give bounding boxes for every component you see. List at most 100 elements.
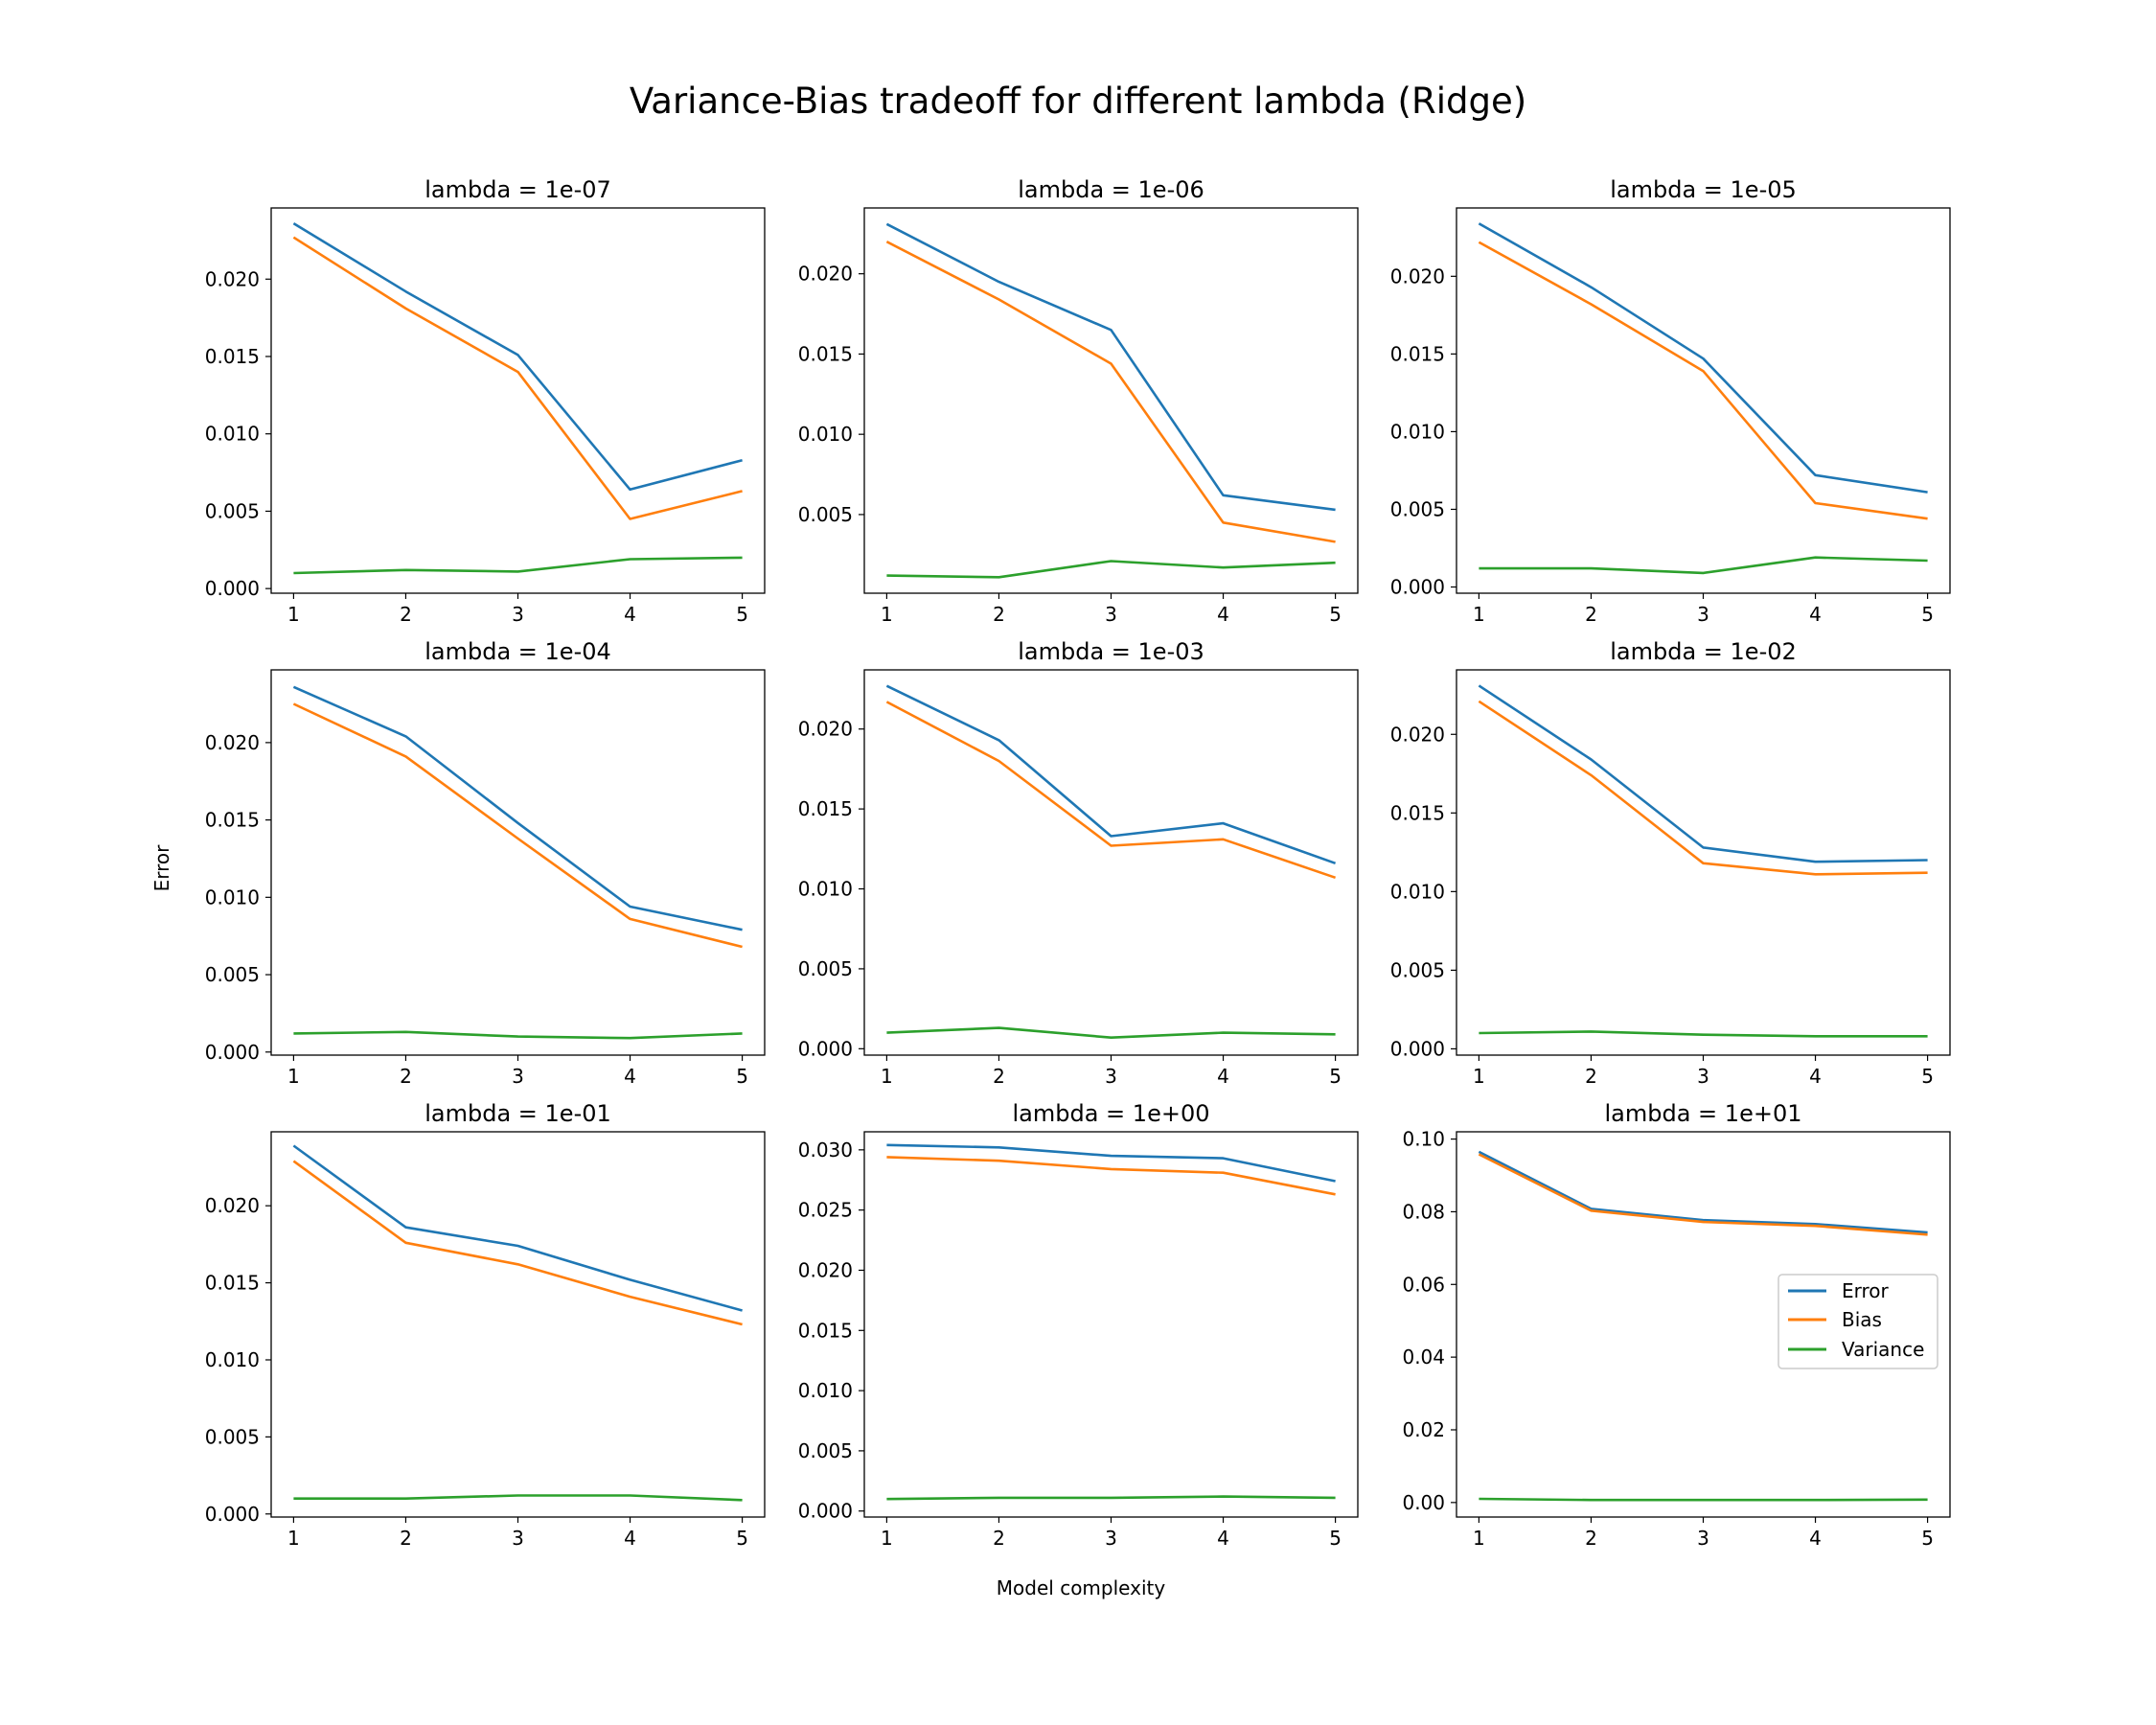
x-tick-label: 4 (1809, 603, 1822, 626)
x-tick-label: 1 (287, 1065, 300, 1088)
y-tick-label: 0.015 (205, 345, 260, 368)
plot-frame (863, 207, 1359, 594)
plot-frame (1456, 207, 1951, 594)
y-tick-label: 0.10 (1402, 1128, 1445, 1151)
x-tick-label: 4 (624, 1065, 636, 1088)
y-tick-label: 0.000 (1390, 1037, 1445, 1060)
x-tick-label: 4 (624, 1527, 636, 1550)
series-line-variance (1479, 1030, 1928, 1038)
y-tick-label: 0.020 (1390, 723, 1445, 746)
x-tick-label: 3 (1697, 1065, 1709, 1088)
y-tick-label: 0.06 (1402, 1273, 1445, 1296)
series-line-bias (292, 702, 743, 949)
y-tick-label: 0.010 (205, 886, 260, 908)
x-tick-label: 3 (1105, 603, 1117, 626)
x-tick-label: 1 (287, 603, 300, 626)
y-tick-label: 0.015 (798, 797, 853, 820)
y-tick-label: 0.000 (205, 1503, 260, 1526)
subplot: lambda = 1e-02 1 2 3 4 5 0.000 0.005 0.010 0.015 0… (1390, 638, 1951, 1088)
x-tick-label: 1 (287, 1527, 300, 1550)
y-tick-label: 0.000 (798, 1037, 853, 1060)
y-tick-label: 0.015 (798, 342, 853, 365)
x-tick-label: 4 (1217, 603, 1229, 626)
x-tick-label: 4 (1217, 1527, 1229, 1550)
x-tick-label: 1 (1473, 603, 1485, 626)
plot-frame (863, 1131, 1359, 1518)
legend: Error Bias Variance (1778, 1274, 1938, 1369)
subplot-title: lambda = 1e-03 (1018, 638, 1204, 665)
series-line-bias (1478, 241, 1928, 520)
y-tick-label: 0.04 (1402, 1346, 1445, 1368)
series-line-variance (886, 560, 1336, 579)
series-line-variance (886, 1026, 1336, 1039)
y-tick-label: 0.010 (798, 1379, 853, 1402)
series-line-variance (1479, 556, 1928, 575)
series-line-bias (885, 701, 1337, 880)
x-tick-label: 5 (1921, 1527, 1934, 1550)
subplot-title: lambda = 1e+01 (1605, 1100, 1802, 1127)
y-tick-label: 0.005 (205, 499, 260, 522)
y-tick-label: 0.030 (798, 1138, 853, 1162)
x-tick-label: 1 (881, 1065, 893, 1088)
x-tick-label: 4 (1809, 1065, 1822, 1088)
series-line-error (885, 222, 1336, 512)
series-line-error (292, 685, 743, 932)
x-tick-label: 5 (1329, 1527, 1342, 1550)
subplot-title: lambda = 1e-06 (1018, 176, 1204, 203)
x-tick-label: 5 (736, 1527, 748, 1550)
x-tick-label: 4 (624, 603, 636, 626)
x-tick-label: 3 (512, 1065, 524, 1088)
subplot-title: lambda = 1e-04 (424, 638, 611, 665)
x-tick-label: 2 (1585, 1065, 1597, 1088)
x-tick-label: 1 (881, 603, 893, 626)
y-tick-label: 0.010 (798, 878, 853, 901)
x-tick-label: 4 (1217, 1065, 1229, 1088)
y-tick-label: 0.020 (1390, 264, 1445, 288)
series-line-bias (885, 241, 1336, 543)
x-tick-label: 5 (1921, 603, 1934, 626)
series-line-bias (292, 236, 743, 520)
y-tick-label: 0.010 (205, 1348, 260, 1371)
subplot: lambda = 1e-01 1 2 3 4 5 0.000 0.005 0.010 0.015 0… (205, 1100, 766, 1550)
series-line-error (1478, 222, 1928, 494)
series-line-error (292, 221, 743, 492)
series-line-error (1478, 684, 1928, 863)
y-tick-label: 0.02 (1402, 1418, 1445, 1441)
y-tick-label: 0.010 (1390, 880, 1445, 903)
legend-box (1778, 1274, 1938, 1369)
y-tick-label: 0.015 (205, 1272, 260, 1295)
y-tick-label: 0.020 (798, 263, 853, 286)
plot-frame (270, 669, 766, 1056)
x-tick-label: 5 (1329, 603, 1342, 626)
y-tick-label: 0.005 (798, 957, 853, 980)
x-tick-label: 1 (1473, 1527, 1485, 1550)
series-line-variance (1479, 1497, 1928, 1502)
x-tick-label: 5 (736, 1065, 748, 1088)
y-tick-label: 0.015 (1390, 342, 1445, 365)
plot-frame (270, 207, 766, 594)
series-line-bias (1478, 700, 1928, 876)
y-tick-label: 0.000 (1390, 576, 1445, 599)
subplot: lambda = 1e+00 1 2 3 4 5 0.000 0.005 0.010 0.015 0… (798, 1100, 1359, 1550)
x-tick-label: 2 (400, 603, 412, 626)
x-tick-label: 1 (1473, 1065, 1485, 1088)
x-tick-label: 2 (993, 603, 1005, 626)
x-tick-label: 3 (1105, 1065, 1117, 1088)
series-line-variance (293, 1494, 743, 1502)
x-tick-label: 4 (1809, 1527, 1822, 1550)
x-tick-label: 1 (881, 1527, 893, 1550)
y-tick-label: 0.005 (1390, 958, 1445, 981)
y-tick-label: 0.005 (798, 503, 853, 526)
y-tick-label: 0.020 (798, 1258, 853, 1281)
x-tick-label: 5 (1921, 1065, 1934, 1088)
y-tick-label: 0.025 (798, 1199, 853, 1222)
x-tick-label: 3 (1105, 1527, 1117, 1550)
figure-title: Variance-Bias tradeoff for different lam… (630, 80, 1526, 122)
y-tick-label: 0.000 (205, 1041, 260, 1064)
series-line-bias (292, 1160, 743, 1326)
y-tick-label: 0.005 (798, 1439, 853, 1462)
y-tick-label: 0.010 (205, 423, 260, 446)
x-tick-label: 2 (993, 1065, 1005, 1088)
series-line-error (292, 1144, 743, 1312)
plot-frame (1456, 669, 1951, 1056)
